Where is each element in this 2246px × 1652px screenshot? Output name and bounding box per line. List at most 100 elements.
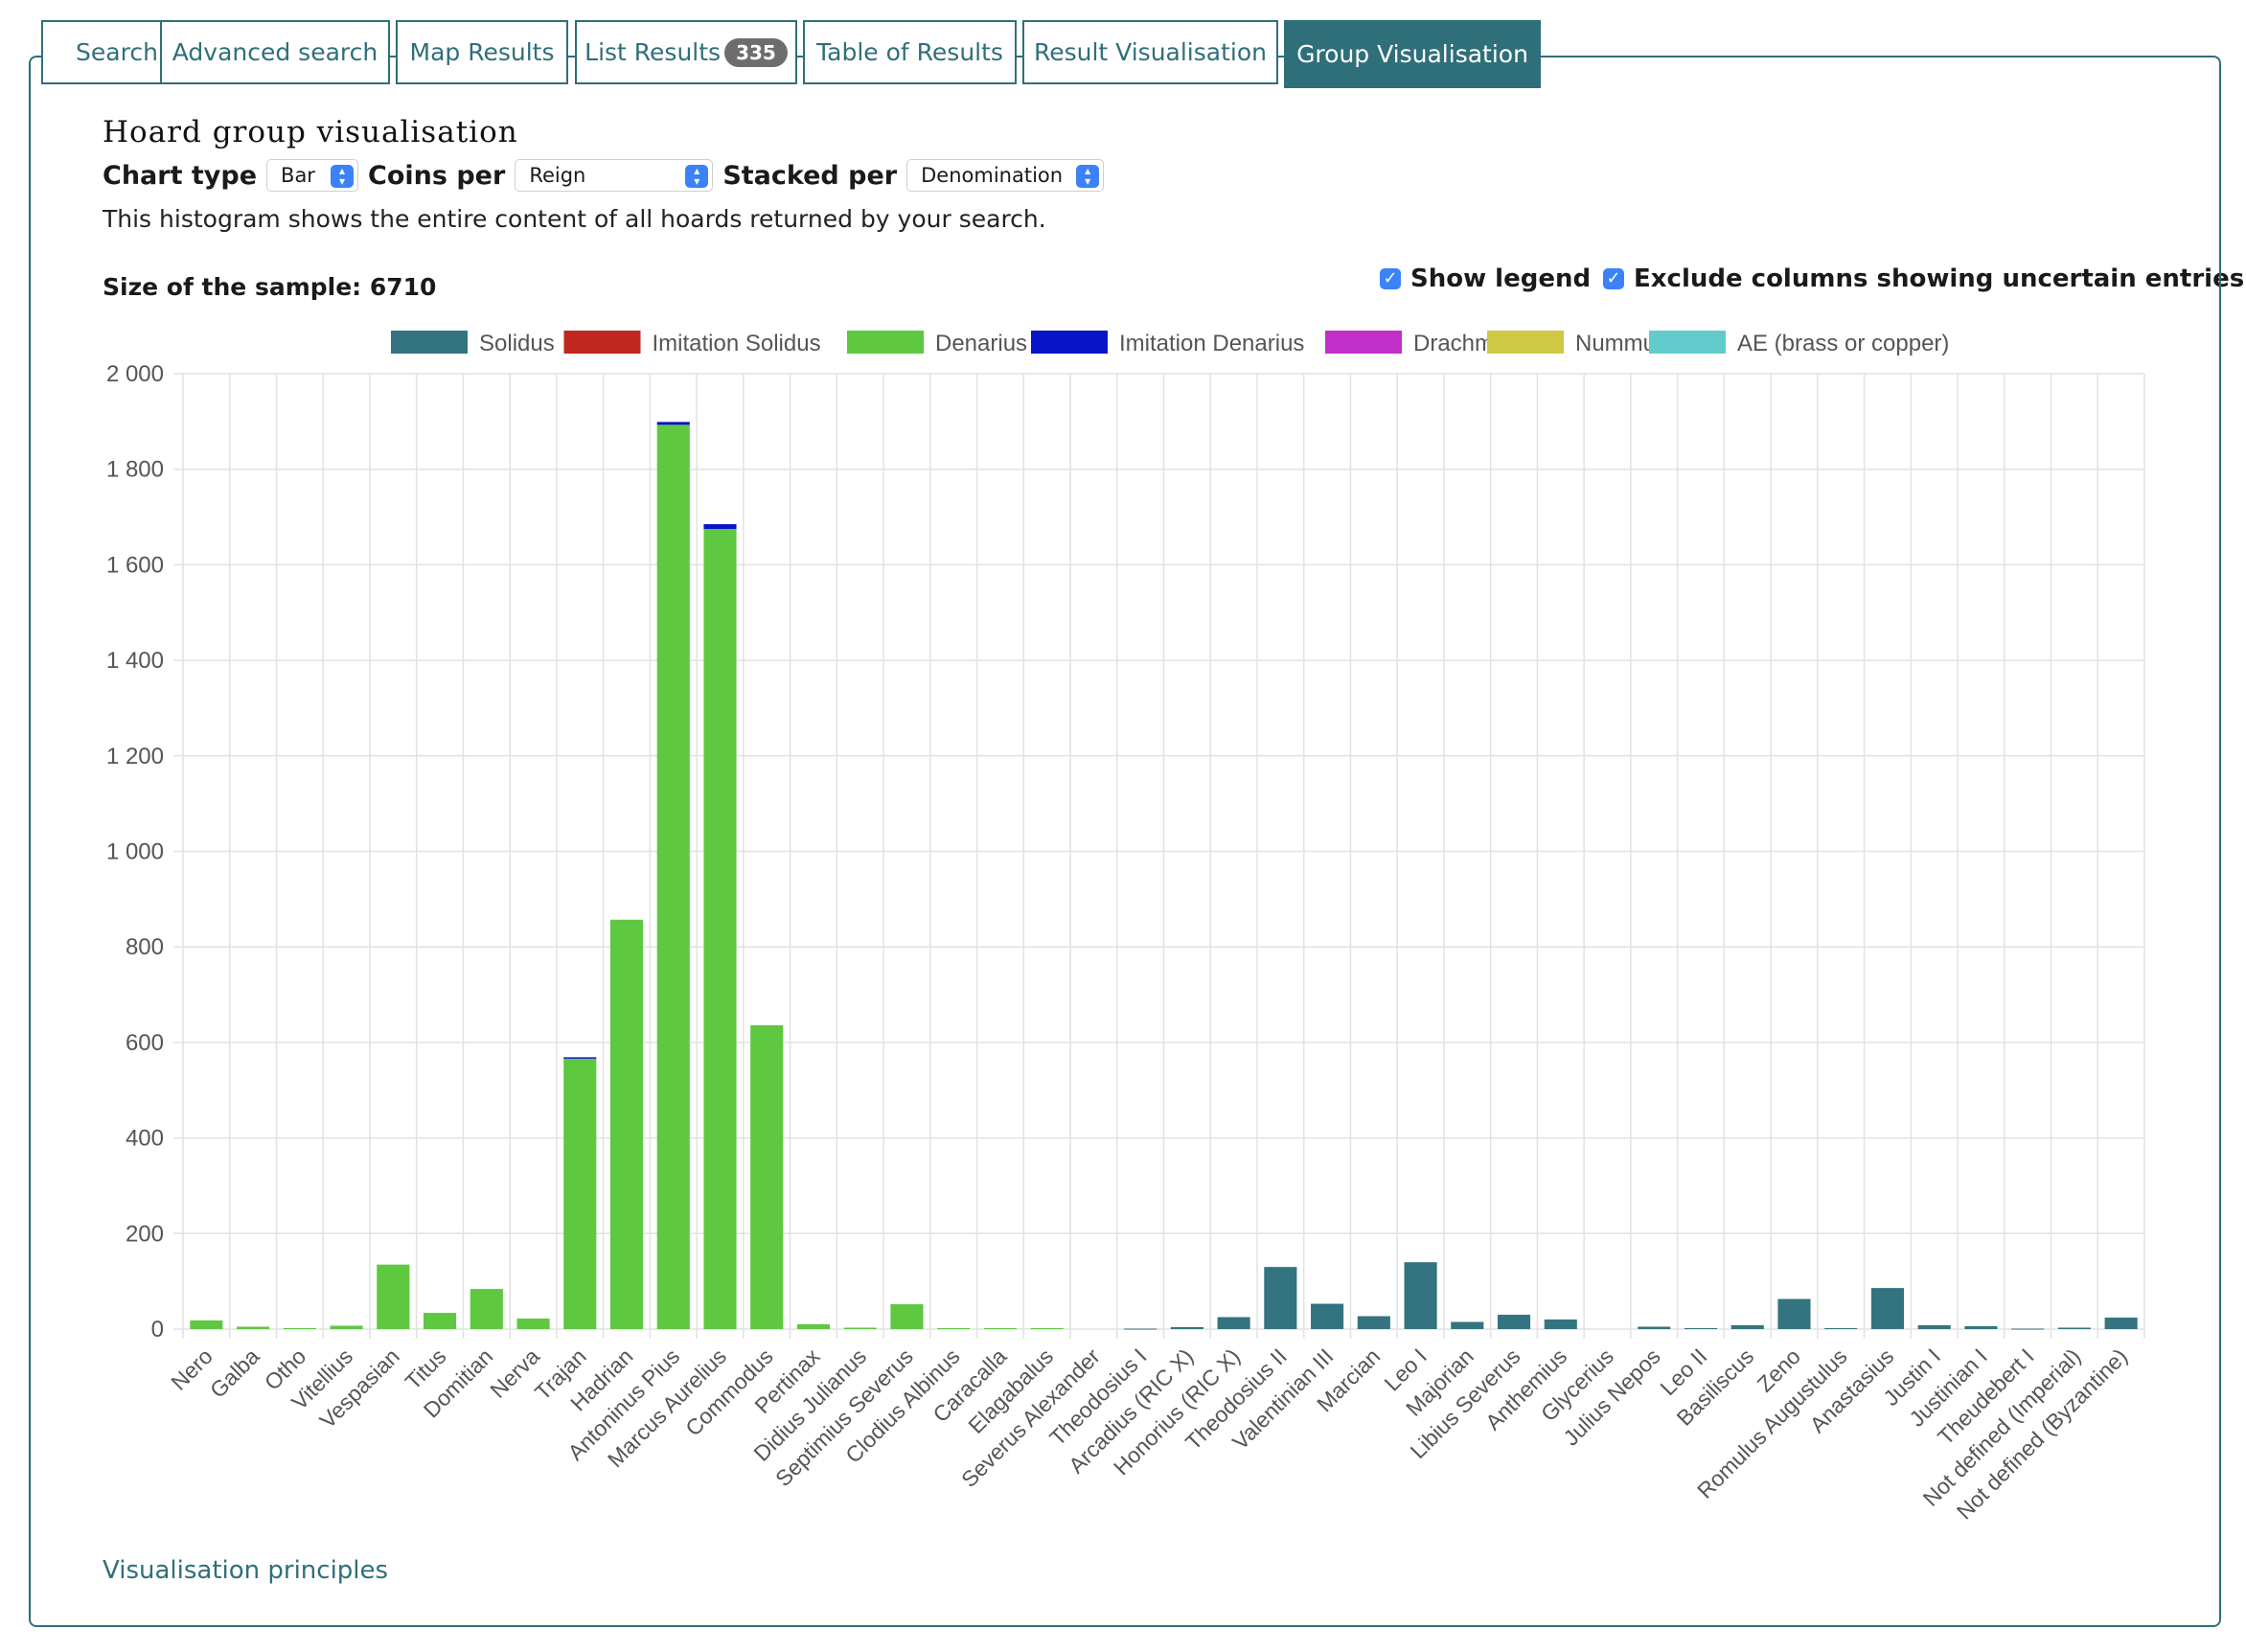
tab-label: Table of Results	[816, 38, 1003, 66]
bar-segment	[937, 1328, 971, 1330]
coins-per-value: Reign	[529, 164, 586, 187]
y-tick-label: 1 800	[106, 457, 164, 483]
bar-segment	[190, 1320, 223, 1329]
exclude-uncertain-label: Exclude columns showing uncertain entrie…	[1634, 264, 2245, 293]
legend-swatch	[1487, 331, 1564, 354]
chevron-updown-icon: ▴ ▾	[331, 165, 355, 188]
y-tick-label: 600	[126, 1030, 164, 1056]
y-tick-label: 1 000	[106, 839, 164, 865]
bar-segment	[1730, 1325, 1764, 1329]
coins-per-select[interactable]: Reign ▴ ▾	[515, 159, 714, 192]
chart-type-label: Chart type	[103, 160, 258, 191]
tab-label: Group Visualisation	[1296, 40, 1528, 68]
legend-swatch	[847, 331, 924, 354]
bar-segment	[563, 1058, 597, 1329]
bar-segment	[1917, 1325, 1951, 1329]
bar-segment	[1170, 1327, 1203, 1329]
bar-segment	[1964, 1326, 1998, 1329]
bar-segment	[1357, 1316, 1390, 1329]
y-tick-label: 800	[126, 934, 164, 960]
show-legend-label: Show legend	[1410, 264, 1592, 293]
bar-segment	[1824, 1328, 1858, 1330]
bar-segment	[2011, 1328, 2045, 1330]
bar-segment	[1497, 1315, 1531, 1329]
chart-type-select[interactable]: Bar ▴ ▾	[266, 159, 359, 192]
page-title: Hoard group visualisation	[103, 115, 518, 149]
bar-segment	[796, 1324, 831, 1329]
bar-segment	[1451, 1321, 1484, 1329]
stacked-per-value: Denomination	[921, 164, 1064, 187]
bar-segment	[1777, 1298, 1811, 1329]
bar-segment	[703, 524, 737, 530]
show-legend-option[interactable]: ✓ Show legend	[1380, 264, 1591, 293]
tab-advanced-search[interactable]: Advanced search	[160, 20, 390, 84]
chevron-updown-icon: ▴ ▾	[1076, 165, 1100, 188]
y-tick-label: 400	[126, 1126, 164, 1152]
y-tick-label: 200	[126, 1221, 164, 1247]
stacked-per-select[interactable]: Denomination ▴ ▾	[906, 159, 1105, 192]
bar-segment	[283, 1328, 316, 1330]
bar-segment	[470, 1289, 503, 1329]
legend-label: Drachm	[1413, 331, 1494, 356]
tab-label: Search	[76, 38, 158, 66]
bar-segment	[237, 1326, 270, 1329]
y-tick-label: 0	[151, 1317, 164, 1342]
legend-label: Imitation Denarius	[1119, 331, 1304, 356]
legend-label: AE (brass or copper)	[1737, 331, 1949, 356]
bar-segment	[1544, 1319, 1577, 1329]
tab-list-results[interactable]: List Results 335	[575, 20, 797, 84]
stacked-per-label: Stacked per	[722, 160, 898, 191]
legend-label: Imitation Solidus	[653, 331, 821, 356]
legend-swatch	[391, 331, 468, 354]
bar-segment	[1217, 1317, 1250, 1329]
bar-segment	[563, 1057, 597, 1059]
bar-segment	[656, 424, 690, 1330]
bar-segment	[843, 1327, 877, 1329]
bar-segment	[656, 422, 690, 425]
bar-segment	[330, 1325, 363, 1329]
tab-label: Map Results	[409, 38, 555, 66]
tab-group-visualisation[interactable]: Group Visualisation	[1284, 20, 1541, 88]
tab-table-of-results[interactable]: Table of Results	[803, 20, 1017, 84]
tab-result-visualisation[interactable]: Result Visualisation	[1022, 20, 1278, 84]
sample-size: Size of the sample: 6710	[103, 273, 437, 301]
bar-segment	[983, 1328, 1017, 1330]
legend-swatch	[563, 331, 641, 354]
bar-segment	[1684, 1328, 1718, 1330]
tab-label: Advanced search	[172, 38, 378, 66]
bar-segment	[609, 919, 644, 1329]
bar-segment	[1124, 1328, 1157, 1330]
bar-segment	[377, 1264, 410, 1329]
bar-segment	[516, 1319, 550, 1329]
tab-map-results[interactable]: Map Results	[396, 20, 568, 84]
bar-segment	[1264, 1267, 1297, 1329]
y-tick-label: 2 000	[106, 361, 164, 387]
chevron-updown-icon: ▴ ▾	[685, 165, 709, 188]
bar-segment	[703, 529, 737, 1329]
visualisation-principles-link[interactable]: Visualisation principles	[103, 1556, 389, 1585]
chart-description: This histogram shows the entire content …	[103, 205, 1046, 233]
legend-label: Solidus	[479, 331, 555, 356]
visualisation-panel	[29, 56, 2221, 1627]
chart-controls: Chart type Bar ▴ ▾ Coins per Reign ▴ ▾ Sta…	[103, 155, 1113, 195]
bar-segment	[1870, 1288, 1904, 1329]
exclude-uncertain-option[interactable]: ✓ Exclude columns showing uncertain entr…	[1603, 264, 2244, 293]
bar-segment	[2057, 1327, 2091, 1329]
tab-label: List Results	[584, 38, 722, 66]
bar-segment	[2104, 1318, 2138, 1329]
legend-swatch	[1325, 331, 1402, 354]
bar-segment	[1030, 1328, 1064, 1330]
y-tick-label: 1 600	[106, 552, 164, 578]
chart-type-value: Bar	[281, 164, 315, 187]
y-tick-label: 1 200	[106, 744, 164, 769]
bar-segment	[424, 1313, 457, 1329]
exclude-uncertain-checkbox[interactable]: ✓	[1603, 268, 1624, 289]
bar-segment	[1638, 1326, 1671, 1329]
bar-segment	[890, 1304, 924, 1329]
legend-label: Denarius	[935, 331, 1027, 356]
stacked-bar-chart: 0 200 400 600 800 1 000 1 200 1 400 1 600 1 800 2 …	[106, 331, 2145, 1524]
bar-segment	[750, 1024, 784, 1329]
show-legend-checkbox[interactable]: ✓	[1380, 268, 1401, 289]
y-tick-label: 1 400	[106, 648, 164, 674]
legend-swatch	[1031, 331, 1108, 354]
